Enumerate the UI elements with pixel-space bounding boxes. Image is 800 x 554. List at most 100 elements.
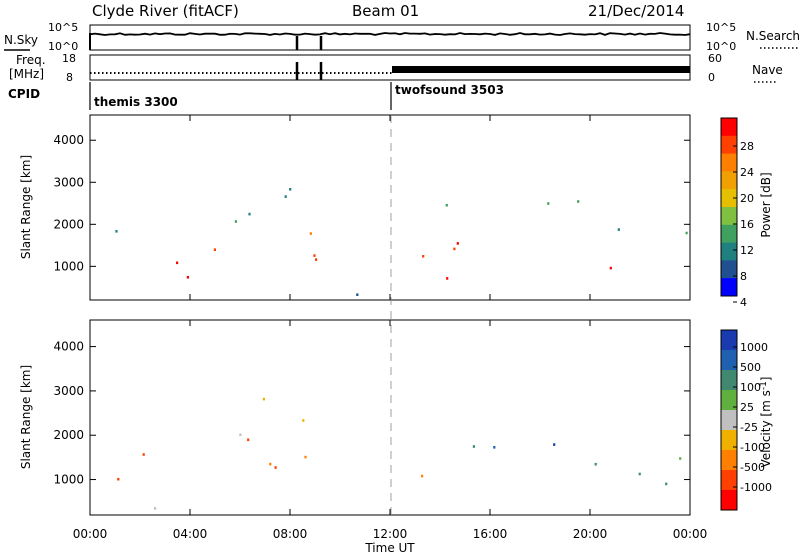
ytick-label-2: 3000 <box>53 384 84 398</box>
colorbar-tick-label-1: 24 <box>740 166 754 179</box>
colorbar-tick-label-6: 4 <box>740 296 747 309</box>
cpid-segment-themis: themis 3300 <box>94 95 178 109</box>
colorbar-swatch-6 <box>721 450 737 471</box>
station-title: Clyde River (fitACF) <box>92 2 239 20</box>
xtick-label-6: 00:00 <box>673 527 708 541</box>
nsky-trace <box>89 32 691 36</box>
colorbar-tick-label-0: 1000 <box>740 341 768 354</box>
colorbar-frame <box>720 117 738 297</box>
power-scatter <box>115 188 688 296</box>
colorbar-tick-label-0: 28 <box>740 140 754 153</box>
colorbar-swatch-3 <box>721 171 737 190</box>
scatter-band-5 <box>422 242 612 280</box>
xtick-label-4: 16:00 <box>473 527 508 541</box>
scatter-band-6 <box>553 443 556 446</box>
colorbar-swatch-3 <box>721 390 737 411</box>
colorbar-tick-label-6: -500 <box>740 461 765 474</box>
power-y-axis: 1000 2000 3000 4000 <box>53 133 690 273</box>
xtick-label-5: 20:00 <box>573 527 608 541</box>
colorbar-tick-label-5: 8 <box>740 270 747 283</box>
scatter-band-3 <box>213 232 318 261</box>
scatter-band-4 <box>421 474 424 478</box>
nave-tick-bottom: 0 <box>708 71 715 84</box>
velocity-colorbar: 1000 500 100 25 -25 -100 -500 -1000 <box>720 329 772 511</box>
freq-strip: Freq. [MHz] 18 8 60 0 Nave <box>9 52 783 84</box>
colorbar-tick-label-2: 100 <box>740 381 761 394</box>
ytick-label-2: 3000 <box>53 175 84 189</box>
ytick-label-3: 4000 <box>53 133 84 147</box>
colorbar-tick-label-3: 25 <box>740 401 754 414</box>
nsky-tick-top: 10^5 <box>48 21 78 34</box>
colorbar-swatch-0 <box>721 330 737 351</box>
nsky-strip: N.Sky 10^5 10^0 10^5 10^0 N.Search <box>4 21 800 53</box>
colorbar-tick-label-7: -1000 <box>740 481 772 494</box>
colorbar-tick-label-2: 20 <box>740 192 754 205</box>
scatter-band-2 <box>247 438 307 469</box>
colorbar-swatch-8 <box>721 490 737 511</box>
ytick-label-1: 2000 <box>53 428 84 442</box>
scatter-band-0 <box>176 261 179 265</box>
scatter-band-1 <box>115 230 118 233</box>
colorbar-swatch-8 <box>721 260 737 279</box>
time-axis-label: Time UT <box>364 541 415 554</box>
colorbar-swatch-1 <box>721 135 737 155</box>
xtick-label-0: 00:00 <box>73 527 108 541</box>
velocity-y-axis: 1000 2000 3000 4000 <box>53 340 690 487</box>
ytick-label-0: 1000 <box>53 473 84 487</box>
nsky-tick-bottom: 10^0 <box>48 40 78 53</box>
cpid-label: CPID <box>8 87 40 101</box>
colorbar-swatch-1 <box>721 350 737 371</box>
colorbar-swatch-7 <box>721 470 737 491</box>
freq-unit-label: [MHz] <box>9 67 44 81</box>
nave-label: Nave <box>752 63 783 77</box>
velocity-ylabel: Slant Range [km] <box>19 365 33 469</box>
colorbar-swatch-5 <box>721 207 737 226</box>
scatter-band-1 <box>154 507 157 510</box>
colorbar-swatch-2 <box>721 370 737 391</box>
colorbar-frame <box>720 329 738 511</box>
nsearch-label: N.Search <box>746 29 800 43</box>
xtick-label-3: 12:00 <box>373 527 408 541</box>
nsearch-tick-bottom: 10^0 <box>706 40 736 53</box>
nsearch-tick-top: 10^5 <box>706 21 736 34</box>
freq-tick-top: 18 <box>62 52 76 65</box>
time-axis: 00:00 04:00 08:00 12:00 16:00 20:00 00:00 <box>73 115 708 541</box>
xtick-label-2: 08:00 <box>273 527 308 541</box>
scatter-band-6 <box>445 200 688 235</box>
cpid-segment-twofsound: twofsound 3503 <box>395 83 504 97</box>
colorbar-swatch-5 <box>721 430 737 451</box>
xtick-label-1: 04:00 <box>173 527 208 541</box>
velocity-panel: 1000 2000 3000 4000 Slant Range [km] <box>19 319 691 516</box>
scatter-band-2 <box>186 276 189 279</box>
power-colorbar: 28 24 20 16 12 8 4 <box>720 117 754 309</box>
colorbar-tick-label-4: 12 <box>740 244 754 257</box>
colorbar-swatch-0 <box>721 118 737 137</box>
nave-tick-top: 60 <box>708 52 722 65</box>
scatter-band-3 <box>239 397 305 437</box>
velocity-scatter <box>117 397 682 510</box>
ytick-label-0: 1000 <box>53 259 84 273</box>
scatter-band-5 <box>472 445 682 486</box>
colorbar-tick-label-5: -100 <box>740 441 765 454</box>
power-ylabel: Slant Range [km] <box>19 155 33 259</box>
beam-title: Beam 01 <box>352 2 419 20</box>
colorbar-tick-label-3: 16 <box>740 218 754 231</box>
power-panel: 1000 2000 3000 4000 Slant Range [km] <box>19 114 691 301</box>
colorbar-tick-label-1: 500 <box>740 361 761 374</box>
colorbar-swatch-7 <box>721 242 737 261</box>
scatter-band-4 <box>234 188 292 223</box>
freq-tick-bottom: 8 <box>66 71 73 84</box>
freq-trace-twofsound <box>392 66 690 73</box>
colorbar-swatch-2 <box>721 153 737 172</box>
colorbar-tick-label-4: -25 <box>740 421 758 434</box>
cpid-row: CPID themis 3300 twofsound 3503 <box>8 82 504 110</box>
ytick-label-3: 4000 <box>53 340 84 354</box>
scatter-band-0 <box>117 453 145 481</box>
freq-label: Freq. <box>16 53 46 67</box>
colorbar-swatch-6 <box>721 224 737 244</box>
velocity-colorbar-label: Velocity [m s-1] <box>759 377 773 468</box>
date-title: 21/Dec/2014 <box>588 2 684 20</box>
colorbar-swatch-4 <box>721 189 737 208</box>
nsky-label: N.Sky <box>4 33 38 47</box>
